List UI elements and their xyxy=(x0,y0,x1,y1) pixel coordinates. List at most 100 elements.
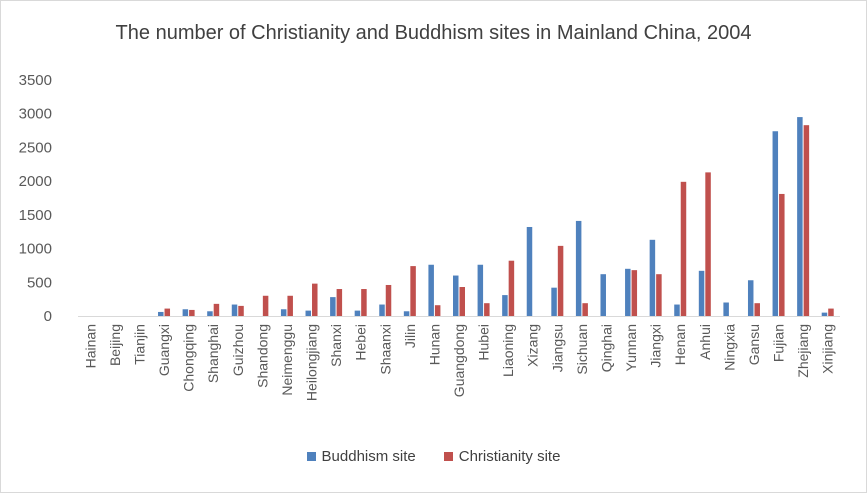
y-tick-label: 500 xyxy=(27,274,52,291)
bar-buddhism xyxy=(502,295,508,316)
bar-buddhism xyxy=(698,270,705,316)
x-tick-label: Ningxia xyxy=(721,324,737,371)
x-tick-label: Neimenggu xyxy=(279,324,295,396)
x-tick-label: Zhejiang xyxy=(795,324,811,378)
bar-buddhism xyxy=(772,131,779,316)
bar-christianity xyxy=(705,172,711,316)
bar-christianity xyxy=(312,283,318,316)
bar-christianity xyxy=(189,309,195,316)
bar-buddhism xyxy=(280,309,287,316)
bar-buddhism xyxy=(354,310,361,316)
bar-christianity xyxy=(434,305,441,316)
bar-christianity xyxy=(803,125,810,317)
bar-christianity xyxy=(680,181,687,316)
legend: Buddhism site Christianity site xyxy=(0,448,867,465)
bar-buddhism xyxy=(723,302,729,316)
bar-buddhism xyxy=(305,310,312,316)
bar-buddhism xyxy=(453,275,459,316)
bar-buddhism xyxy=(625,268,631,316)
y-tick-label: 2500 xyxy=(19,139,52,156)
bar-christianity xyxy=(582,303,588,316)
bar-christianity xyxy=(656,274,662,316)
x-tick-label: Beijing xyxy=(107,324,123,366)
bar-christianity xyxy=(262,295,269,316)
bar-buddhism xyxy=(551,287,557,316)
x-tick-label: Liaoning xyxy=(500,324,516,377)
bar-christianity xyxy=(385,284,392,316)
bar-christianity xyxy=(459,287,465,316)
legend-item-christianity: Christianity site xyxy=(443,448,561,465)
x-tick-label: Tianjin xyxy=(131,324,147,365)
x-tick-label: Guizhou xyxy=(230,324,246,376)
x-tick-label: Sichuan xyxy=(574,324,590,375)
bar-christianity xyxy=(508,260,515,316)
bar-buddhism xyxy=(649,239,656,316)
x-tick-label: Jilin xyxy=(402,324,418,348)
legend-item-buddhism: Buddhism site xyxy=(306,448,416,465)
bar-buddhism xyxy=(600,274,606,316)
chart-title: The number of Christianity and Buddhism … xyxy=(115,22,752,44)
x-tick-label: Xinjiang xyxy=(820,324,836,374)
x-tick-label: Shandong xyxy=(254,324,270,388)
x-tick-label: Jiangsu xyxy=(549,324,565,372)
bar-buddhism xyxy=(797,117,803,316)
legend-label-christianity: Christianity site xyxy=(458,448,561,465)
bar-buddhism xyxy=(403,311,410,316)
bar-christianity xyxy=(287,295,293,316)
bar-buddhism xyxy=(158,311,164,316)
x-tick-label: Anhui xyxy=(697,324,713,360)
bar-buddhism xyxy=(207,311,213,316)
bar-christianity xyxy=(164,308,171,316)
x-tick-label: Gansu xyxy=(746,324,762,365)
y-tick-label: 1500 xyxy=(19,207,52,224)
x-tick-label: Hubei xyxy=(476,324,492,361)
x-tick-label: Shanghai xyxy=(205,324,221,383)
bar-christianity xyxy=(631,270,638,316)
bar-buddhism xyxy=(477,264,484,316)
bar-buddhism xyxy=(182,309,189,316)
x-tick-label: Qinghai xyxy=(598,324,614,372)
y-tick-label: 1000 xyxy=(19,241,52,258)
bar-christianity xyxy=(361,289,367,316)
legend-swatch-christianity xyxy=(443,452,453,461)
bar-christianity xyxy=(336,289,343,316)
bar-buddhism xyxy=(747,280,754,316)
legend-swatch-buddhism xyxy=(306,452,316,461)
x-tick-label: Guangxi xyxy=(156,324,172,376)
bar-buddhism xyxy=(231,304,238,316)
x-tick-label: Hainan xyxy=(82,324,98,368)
bar-buddhism xyxy=(674,304,680,316)
bar-buddhism xyxy=(330,297,336,316)
x-tick-label: Hebei xyxy=(353,324,369,361)
x-tick-label: Jiangxi xyxy=(648,324,664,368)
bar-christianity xyxy=(779,193,785,316)
x-tick-label: Fujian xyxy=(771,324,787,362)
bar-buddhism xyxy=(428,264,434,316)
x-tick-label: Chongqing xyxy=(181,324,197,392)
bar-buddhism xyxy=(821,312,828,316)
x-tick-label: Shaanxi xyxy=(377,324,393,375)
x-tick-label: Hunan xyxy=(426,324,442,365)
bar-christianity xyxy=(484,303,490,316)
x-tick-label: Yunnan xyxy=(623,324,639,372)
y-tick-label: 2000 xyxy=(19,173,52,190)
bar-christianity xyxy=(213,303,220,316)
bar-buddhism xyxy=(526,226,533,316)
x-tick-label: Xizang xyxy=(525,324,541,367)
bar-christianity xyxy=(410,266,416,316)
bar-buddhism xyxy=(575,220,582,316)
bar-christianity xyxy=(828,308,834,316)
legend-label-buddhism: Buddhism site xyxy=(321,448,416,465)
x-tick-label: Henan xyxy=(672,324,688,365)
y-tick-label: 0 xyxy=(44,308,52,325)
y-tick-label: 3000 xyxy=(19,106,52,123)
bar-buddhism xyxy=(379,304,385,316)
x-tick-label: Shanxi xyxy=(328,324,344,367)
x-tick-label: Guangdong xyxy=(451,324,467,397)
y-tick-label: 3500 xyxy=(19,72,52,89)
x-tick-label: Heilongjiang xyxy=(304,324,320,401)
bar-christianity xyxy=(238,305,244,316)
bar-christianity xyxy=(557,245,564,316)
